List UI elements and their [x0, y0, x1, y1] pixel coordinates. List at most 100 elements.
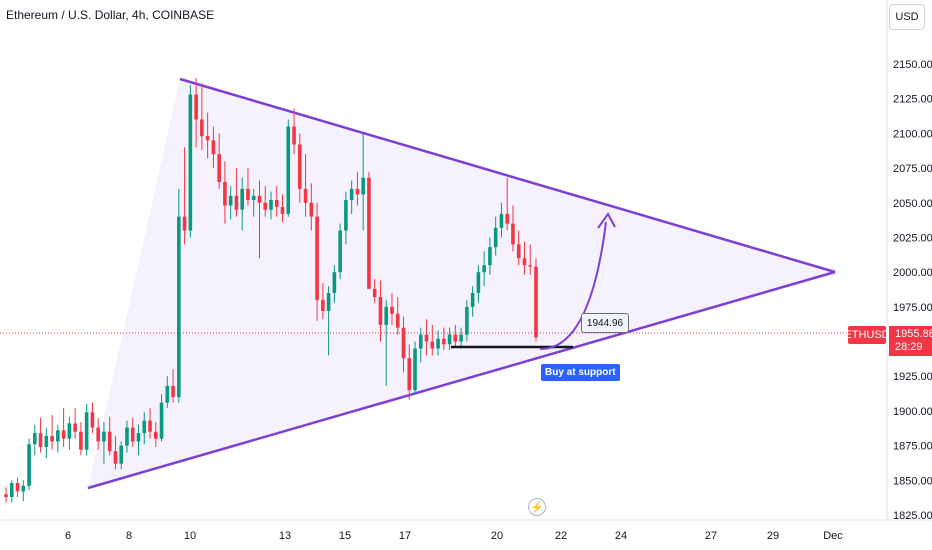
candle-body[interactable] [153, 431, 158, 439]
level-note[interactable]: 1944.96 [581, 313, 629, 333]
candle-body[interactable] [493, 227, 498, 248]
candle-body[interactable] [44, 435, 49, 448]
candle-body[interactable] [148, 420, 152, 432]
candle-body[interactable] [286, 126, 291, 214]
candle-body[interactable] [315, 216, 319, 300]
candle-body[interactable] [200, 119, 204, 137]
candle-body[interactable] [107, 431, 112, 452]
candle-body[interactable] [465, 306, 469, 335]
candle-body[interactable] [326, 292, 331, 312]
candle-body[interactable] [321, 299, 325, 312]
candle-body[interactable] [378, 297, 383, 325]
candle-body[interactable] [159, 402, 164, 439]
candle-body[interactable] [246, 188, 250, 200]
candle-body[interactable] [211, 140, 216, 155]
candle-body[interactable] [27, 444, 31, 486]
candle-body[interactable] [96, 427, 100, 442]
candle-body[interactable] [349, 188, 354, 200]
candle-body[interactable] [499, 213, 504, 228]
candle-body[interactable] [344, 199, 348, 231]
candle-body[interactable] [136, 433, 141, 442]
support-label[interactable]: Buy at support [541, 364, 620, 381]
candle-body[interactable] [442, 338, 446, 345]
flash-icon[interactable]: ⚡ [528, 498, 546, 516]
candle-body[interactable] [84, 412, 89, 450]
candle-body[interactable] [61, 430, 66, 439]
triangle-upper-line[interactable] [179, 77, 836, 274]
candle-body[interactable] [15, 483, 20, 492]
candle-body[interactable] [528, 265, 533, 267]
candle-body[interactable] [430, 341, 435, 349]
candle-body[interactable] [534, 266, 538, 338]
candle-body[interactable] [21, 485, 26, 492]
candle-body[interactable] [413, 348, 417, 391]
candle-body[interactable] [361, 177, 365, 195]
candle-body[interactable] [505, 213, 509, 224]
candle-body[interactable] [459, 334, 463, 342]
candle-body[interactable] [113, 451, 118, 464]
triangle-lower-line[interactable] [87, 270, 836, 490]
candle-body[interactable] [142, 420, 147, 434]
candle-body[interactable] [50, 435, 54, 442]
candle-body[interactable] [511, 223, 515, 245]
candle-body[interactable] [470, 292, 475, 307]
candle-body[interactable] [424, 334, 429, 342]
candle-body[interactable] [488, 247, 492, 266]
candle-body[interactable] [119, 445, 124, 464]
candle-body[interactable] [395, 313, 400, 328]
candle-body[interactable] [418, 334, 423, 349]
candle-body[interactable] [280, 206, 285, 214]
candle-body[interactable] [384, 306, 389, 325]
candle-body[interactable] [182, 216, 187, 231]
candle-body[interactable] [171, 385, 175, 398]
candle-body[interactable] [476, 272, 481, 293]
candle-body[interactable] [372, 288, 377, 298]
candle-body[interactable] [367, 177, 371, 289]
candle-body[interactable] [130, 427, 135, 442]
candle-body[interactable] [263, 202, 268, 210]
candle-body[interactable] [9, 483, 14, 497]
candle-body[interactable] [79, 431, 83, 450]
candle-body[interactable] [303, 188, 308, 203]
candle-body[interactable] [407, 358, 412, 391]
candle-body[interactable] [223, 181, 227, 206]
candle-body[interactable] [482, 265, 486, 273]
candle-body[interactable] [251, 195, 256, 200]
candle-body[interactable] [56, 430, 60, 442]
candle-body[interactable] [309, 202, 314, 217]
candle-body[interactable] [332, 272, 337, 293]
candle-body[interactable] [522, 258, 527, 266]
candle-body[interactable] [165, 385, 170, 403]
candle-body[interactable] [217, 154, 221, 182]
candle-body[interactable] [274, 199, 279, 207]
candle-body[interactable] [188, 94, 193, 231]
candle-body[interactable] [390, 306, 394, 314]
candle-body[interactable] [436, 338, 440, 349]
candle-body[interactable] [67, 423, 72, 439]
candle-body[interactable] [234, 195, 239, 210]
candle-body[interactable] [102, 431, 106, 442]
candle-body[interactable] [298, 144, 302, 189]
currency-button[interactable]: USD [889, 4, 925, 30]
candle-body[interactable] [73, 423, 77, 432]
candle-body[interactable] [240, 188, 244, 210]
candle-body[interactable] [228, 195, 233, 206]
candle-body[interactable] [269, 199, 273, 210]
candle-body[interactable] [338, 230, 342, 273]
candle-body[interactable] [355, 188, 360, 195]
candle-body[interactable] [177, 216, 181, 398]
candle-body[interactable] [194, 94, 198, 120]
candle-body[interactable] [453, 334, 458, 342]
candle-body[interactable] [90, 412, 95, 428]
candle-body[interactable] [205, 136, 210, 141]
candle-body[interactable] [257, 195, 262, 203]
candle-body[interactable] [33, 433, 37, 445]
candle-body[interactable] [4, 494, 8, 497]
candle-body[interactable] [447, 334, 452, 345]
candle-body[interactable] [516, 244, 521, 259]
candle-body[interactable] [125, 427, 129, 446]
candle-body[interactable] [401, 327, 406, 359]
candle-body[interactable] [292, 126, 296, 145]
candle-body[interactable] [38, 433, 43, 448]
